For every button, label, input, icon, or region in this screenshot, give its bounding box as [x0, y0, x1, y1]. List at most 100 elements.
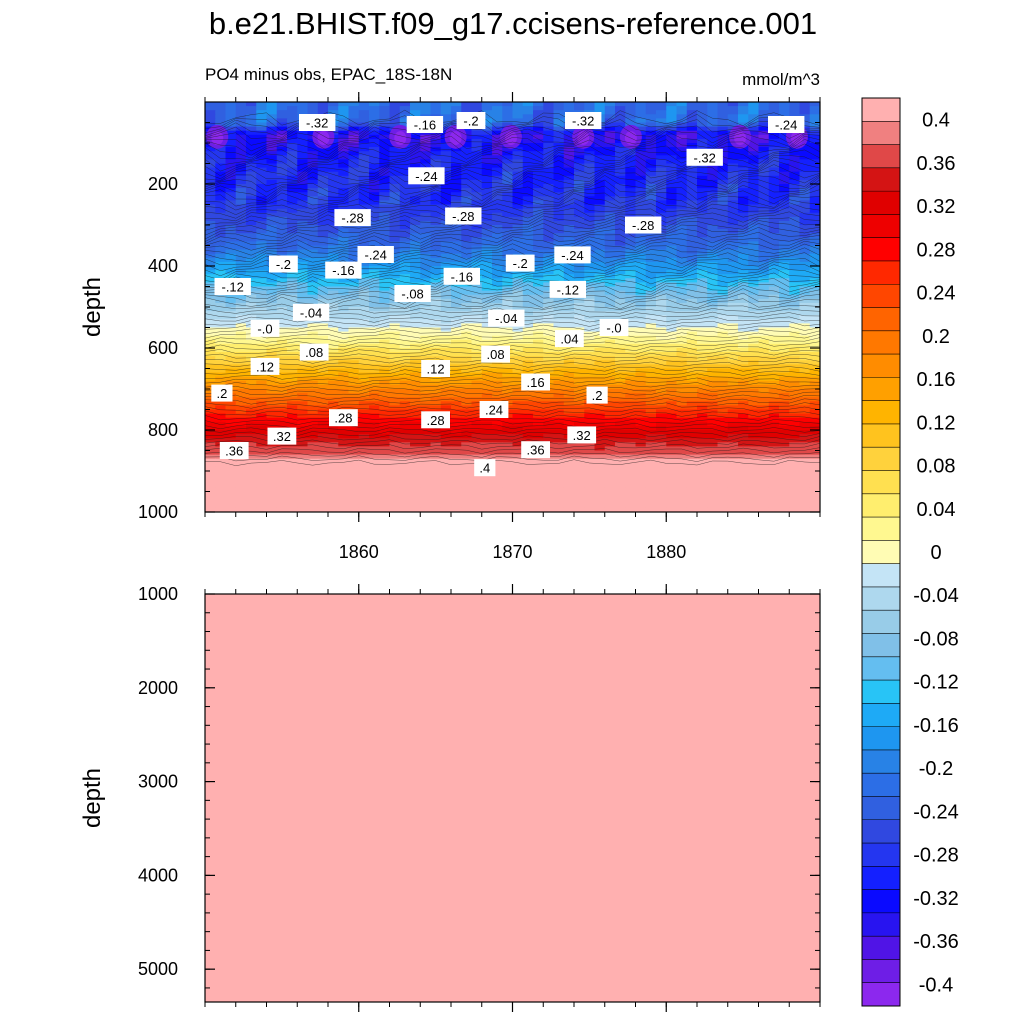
heatmap-cell	[328, 335, 339, 341]
heatmap-cell	[779, 261, 790, 267]
heatmap-cell	[574, 393, 585, 398]
heatmap-cell	[276, 200, 288, 206]
heatmap-cell	[358, 163, 370, 169]
heatmap-cell	[430, 229, 442, 234]
heatmap-cell	[656, 380, 667, 386]
heatmap-cell	[256, 307, 268, 312]
heatmap-cell	[389, 384, 401, 390]
heatmap-cell	[748, 126, 760, 132]
heatmap-cell	[758, 253, 770, 259]
heatmap-cell	[235, 208, 247, 214]
heatmap-cell	[748, 294, 760, 300]
heatmap-cell	[727, 122, 739, 128]
heatmap-cell	[215, 253, 227, 259]
heatmap-cell	[584, 360, 596, 365]
heatmap-cell	[533, 257, 544, 263]
heatmap-cell	[717, 368, 729, 374]
heatmap-cell	[297, 188, 309, 193]
heatmap-cell	[440, 151, 452, 156]
heatmap-cell	[625, 167, 637, 173]
heatmap-cell	[307, 372, 319, 378]
heatmap-cell	[369, 384, 380, 390]
heatmap-cell	[727, 110, 739, 115]
heatmap-cell	[625, 241, 637, 247]
heatmap-cell	[533, 143, 544, 148]
heatmap-cell	[328, 110, 339, 115]
heatmap-cell	[440, 323, 452, 329]
heatmap-cell	[420, 323, 432, 329]
heatmap-cell	[492, 208, 503, 214]
heatmap-cell	[727, 257, 739, 263]
heatmap-cell	[399, 212, 411, 218]
heatmap-cell	[266, 278, 278, 283]
heatmap-cell	[748, 364, 760, 370]
heatmap-cell	[615, 171, 626, 177]
heatmap-cell	[789, 147, 801, 152]
heatmap-cell	[584, 364, 596, 370]
heatmap-cell	[799, 413, 811, 419]
heatmap-cell	[502, 118, 514, 124]
heatmap-cell	[604, 134, 616, 140]
heatmap-cell	[471, 253, 483, 259]
heatmap-cell	[461, 159, 473, 165]
heatmap-cell	[779, 290, 790, 296]
heatmap-cell	[471, 200, 483, 206]
heatmap-cell	[686, 245, 698, 251]
heatmap-cell	[615, 102, 626, 107]
heatmap-cell	[727, 356, 739, 361]
heatmap-cell	[604, 307, 616, 312]
heatmap-cell	[420, 102, 432, 107]
heatmap-cell	[297, 331, 309, 337]
heatmap-cell	[287, 331, 298, 337]
heatmap-cell	[563, 225, 575, 230]
heatmap-cell	[676, 204, 688, 210]
heatmap-cell	[635, 237, 647, 242]
heatmap-cell	[358, 397, 370, 402]
heatmap-cell	[246, 270, 257, 275]
heatmap-cell	[440, 171, 452, 177]
heatmap-cell	[287, 302, 298, 308]
heatmap-cell	[246, 225, 257, 230]
heatmap-cell	[717, 430, 729, 435]
heatmap-cell	[748, 159, 760, 165]
heatmap-cell	[461, 348, 473, 353]
heatmap-cell	[461, 331, 473, 337]
heatmap-cell	[215, 343, 227, 349]
heatmap-cell	[533, 110, 544, 115]
heatmap-cell	[440, 352, 452, 357]
heatmap-cell	[563, 368, 575, 374]
heatmap-cell	[635, 343, 647, 349]
heatmap-cell	[717, 315, 729, 320]
heatmap-cell	[522, 368, 534, 374]
heatmap-cell	[574, 364, 585, 370]
heatmap-cell	[358, 364, 370, 370]
heatmap-cell	[799, 298, 811, 304]
heatmap-cell	[615, 434, 626, 439]
heatmap-cell	[276, 208, 288, 214]
heatmap-cell	[205, 278, 216, 283]
heatmap-cell	[686, 220, 698, 226]
heatmap-cell	[225, 130, 237, 136]
heatmap-cell	[574, 368, 585, 374]
heatmap-cell	[410, 159, 421, 165]
heatmap-cell	[328, 233, 339, 238]
heatmap-cell	[297, 323, 309, 329]
heatmap-cell	[451, 204, 462, 210]
heatmap-cell	[328, 196, 339, 201]
heatmap-cell	[225, 147, 237, 152]
heatmap-cell	[553, 389, 565, 394]
heatmap-cell	[574, 179, 585, 185]
heatmap-cell	[686, 179, 698, 185]
heatmap-cell	[707, 389, 719, 394]
heatmap-cell	[369, 134, 380, 140]
heatmap-cell	[656, 261, 667, 267]
heatmap-cell	[205, 122, 216, 128]
heatmap-cell	[779, 245, 790, 251]
heatmap-cell	[717, 138, 729, 144]
heatmap-cell	[645, 196, 657, 201]
heatmap-cell	[502, 220, 514, 226]
heatmap-cell	[584, 102, 596, 107]
heatmap-cell	[420, 225, 432, 230]
heatmap-cell	[707, 220, 719, 226]
heatmap-cell	[666, 196, 678, 201]
